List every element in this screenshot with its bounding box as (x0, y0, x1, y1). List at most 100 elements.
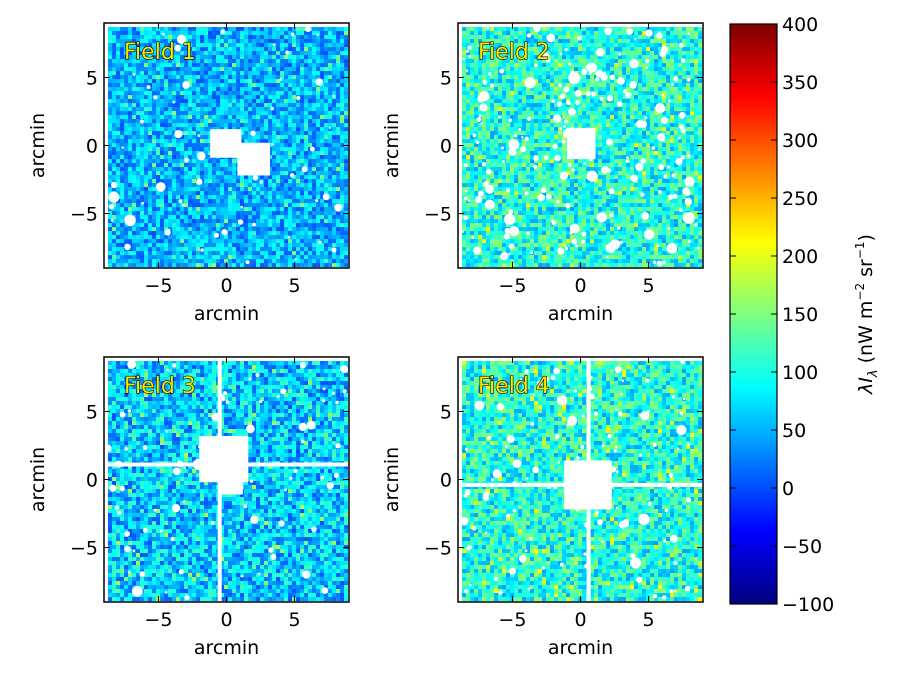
masked-source (289, 173, 295, 178)
masked-source (485, 184, 495, 194)
masked-source (618, 52, 622, 56)
masked-source (171, 503, 181, 513)
masked-source (599, 96, 604, 101)
masked-source (625, 159, 629, 163)
masked-source (617, 77, 625, 85)
masked-source (571, 168, 575, 172)
heatmap-image (458, 357, 703, 602)
masked-source (178, 569, 184, 575)
masked-source (459, 516, 469, 526)
masked-source (524, 77, 536, 89)
masked-source (490, 83, 494, 88)
heatmap-image (458, 23, 703, 268)
masked-source (683, 186, 689, 193)
masked-source (119, 411, 126, 418)
masked-source (183, 466, 187, 470)
masked-source (127, 359, 137, 369)
masked-region (210, 129, 242, 158)
masked-source (529, 537, 533, 541)
masked-source (165, 430, 169, 433)
masked-source (220, 29, 226, 34)
masked-source (662, 595, 667, 600)
masked-source (581, 239, 586, 244)
y-axis-label: arcmin (27, 113, 49, 178)
masked-source (159, 529, 163, 533)
masked-source (342, 389, 347, 394)
masked-source (166, 368, 169, 372)
masked-source (586, 170, 598, 182)
masked-source (596, 48, 605, 57)
masked-source (248, 377, 252, 381)
masked-source (473, 246, 482, 255)
masked-source (476, 117, 482, 122)
masked-source (630, 553, 636, 559)
masked-source (600, 539, 604, 543)
field-label: Field 4 (478, 374, 550, 399)
masked-source (555, 434, 560, 439)
masked-source (603, 71, 607, 75)
masked-source (645, 29, 653, 37)
masked-source (174, 129, 183, 139)
masked-source (240, 205, 243, 209)
masked-source (687, 32, 690, 35)
colorbar-body (729, 23, 778, 605)
heatmap-noise (462, 27, 703, 268)
masked-source (563, 119, 568, 124)
masked-source (320, 475, 325, 480)
masked-source (508, 567, 517, 575)
masked-source (559, 562, 564, 567)
masked-source (196, 178, 203, 185)
masked-sources (105, 359, 348, 601)
masked-source (271, 142, 274, 146)
masked-source (465, 69, 469, 72)
x-tick-label: 5 (289, 609, 301, 631)
masked-source (139, 571, 146, 577)
masked-source (663, 539, 667, 543)
masked-source (532, 466, 539, 474)
x-tick-label: 0 (220, 275, 232, 297)
masked-source (504, 213, 516, 225)
masked-source (127, 570, 131, 574)
masked-source (559, 52, 563, 56)
masked-source (164, 591, 168, 594)
masked-source (566, 100, 571, 105)
masked-source (530, 422, 535, 426)
masked-source (604, 27, 613, 36)
masked-source (652, 260, 657, 265)
masked-source (110, 181, 118, 189)
masked-source (255, 372, 260, 378)
masked-source (480, 122, 484, 125)
masked-source (478, 114, 482, 118)
masked-source (556, 101, 563, 107)
masked-source (596, 212, 607, 223)
masked-source (608, 188, 615, 195)
masked-source (635, 120, 645, 129)
masked-source (664, 508, 668, 513)
masked-source (124, 545, 131, 553)
masked-source (178, 199, 183, 204)
masked-source (142, 445, 148, 450)
masked-source (252, 175, 259, 181)
masked-source (461, 230, 464, 233)
x-tick-label: −5 (144, 609, 172, 631)
masked-source (322, 387, 326, 391)
masked-source (666, 165, 671, 169)
masked-source (335, 443, 341, 449)
masked-source (500, 252, 509, 261)
masked-source (509, 226, 520, 237)
masked-source (245, 424, 255, 434)
masked-source (259, 399, 263, 404)
masked-source (105, 444, 112, 452)
colorbar-tick-label: 50 (782, 420, 806, 442)
masked-source (652, 593, 658, 599)
masked-source (636, 576, 643, 583)
colorbar-label-end: ) (855, 234, 877, 241)
masked-source (561, 139, 566, 144)
masked-source (593, 411, 598, 416)
masked-source (518, 128, 522, 131)
masked-region (199, 435, 249, 483)
masked-source (127, 409, 132, 413)
masked-source (223, 391, 228, 396)
masked-source (680, 359, 685, 364)
masked-source (625, 92, 632, 99)
